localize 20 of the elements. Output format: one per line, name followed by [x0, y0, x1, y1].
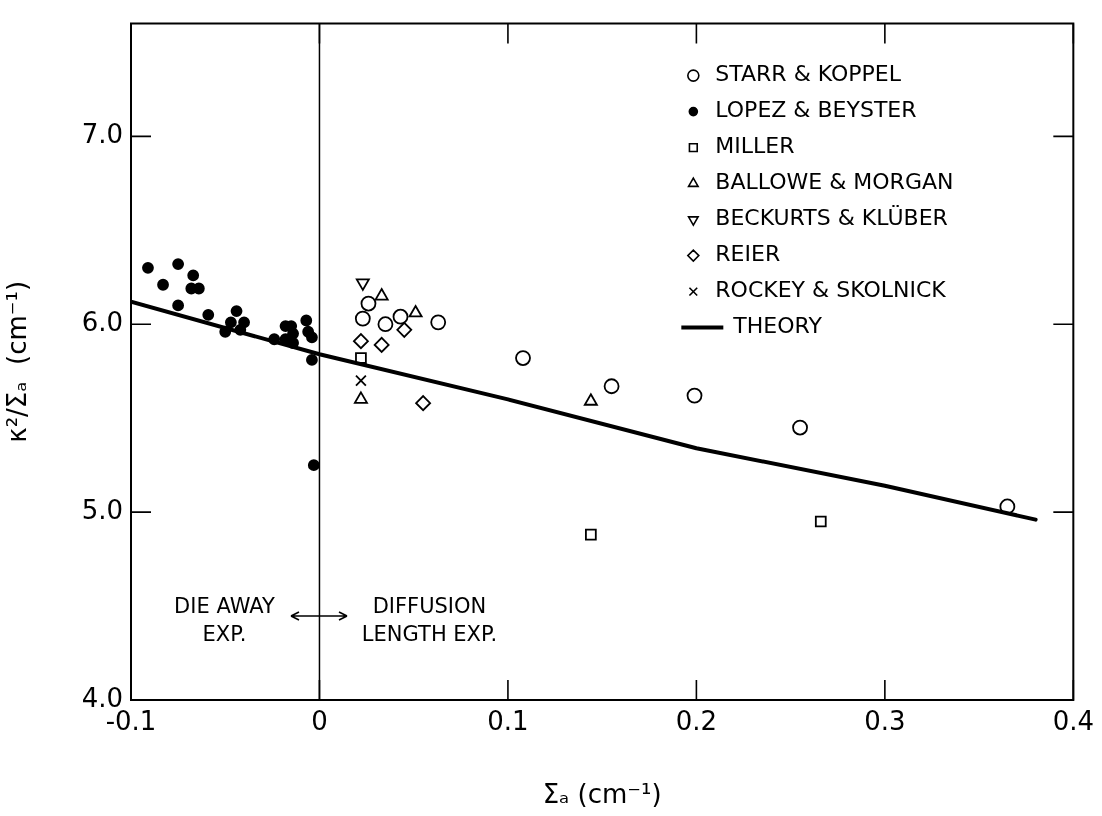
legend-label: LOPEZ & BEYSTER	[715, 97, 917, 123]
legend-label: MILLER	[715, 133, 795, 159]
y-tick-label: 6.0	[81, 306, 123, 337]
annotation: DIE AWAY EXP.	[174, 594, 275, 647]
y-axis-title: κ²/Σₐ (cm⁻¹)	[2, 280, 33, 443]
x-tick-label: 0.1	[487, 706, 529, 737]
y-tick-label: 5.0	[81, 494, 123, 525]
legend-label: THEORY	[732, 313, 823, 339]
x-tick-label: 0.2	[675, 706, 718, 737]
x-axis-title: Σₐ (cm⁻¹)	[542, 779, 662, 810]
x-tick-label: 0.3	[864, 706, 906, 737]
legend-label: ROCKEY & SKOLNICK	[715, 277, 947, 303]
legend-label: REIER	[715, 241, 781, 267]
x-tick-label: 0.4	[1052, 706, 1095, 737]
legend-label: BALLOWE & MORGAN	[715, 169, 954, 195]
annotation: DIFFUSION LENGTH EXP.	[361, 594, 498, 647]
y-tick-label: 7.0	[81, 119, 123, 150]
legend-label: STARR & KOPPEL	[715, 61, 902, 87]
legend-label: BECKURTS & KLÜBER	[715, 205, 948, 231]
x-tick-label: 0	[311, 706, 328, 737]
